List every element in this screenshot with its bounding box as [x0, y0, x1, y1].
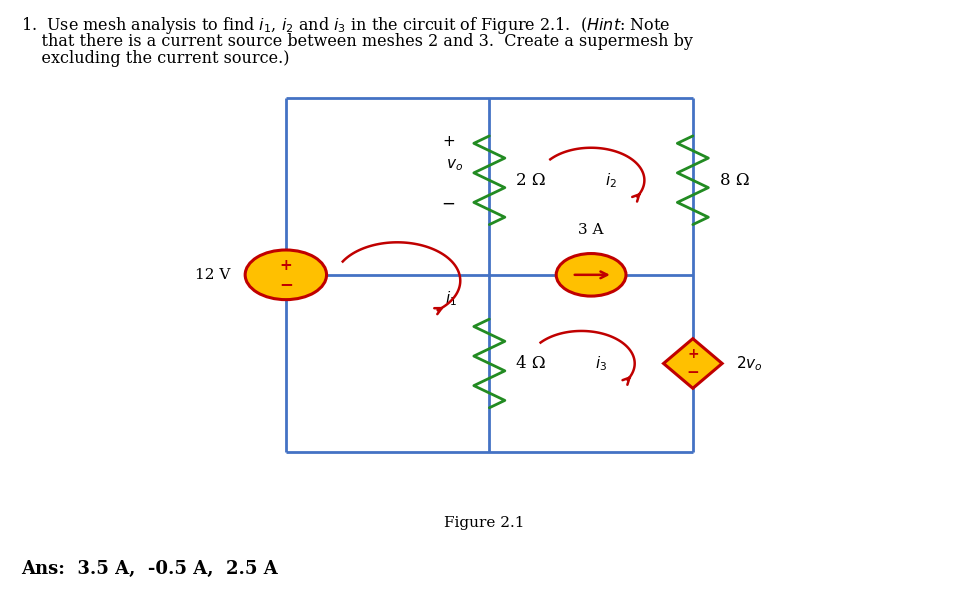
Text: +: + — [687, 347, 699, 361]
Text: 4 Ω: 4 Ω — [516, 355, 547, 372]
Text: +: + — [279, 258, 293, 273]
Text: 3 A: 3 A — [578, 223, 604, 237]
Text: Ans:  3.5 A,  -0.5 A,  2.5 A: Ans: 3.5 A, -0.5 A, 2.5 A — [21, 560, 278, 577]
Text: +: + — [442, 134, 455, 150]
Text: $2v_o$: $2v_o$ — [735, 354, 763, 373]
Polygon shape — [664, 339, 722, 388]
Text: $i_3$: $i_3$ — [595, 354, 607, 373]
Circle shape — [245, 250, 327, 300]
Text: −: − — [442, 195, 455, 213]
Text: Figure 2.1: Figure 2.1 — [444, 516, 525, 530]
Text: $i_1$: $i_1$ — [445, 289, 456, 308]
Text: $v_o$: $v_o$ — [446, 158, 463, 173]
Text: 12 V: 12 V — [195, 268, 231, 282]
Text: −: − — [686, 365, 700, 381]
Text: 8 Ω: 8 Ω — [720, 172, 750, 189]
Text: that there is a current source between meshes 2 and 3.  Create a supermesh by: that there is a current source between m… — [21, 33, 693, 50]
Circle shape — [556, 254, 626, 296]
Text: −: − — [279, 275, 293, 293]
Text: excluding the current source.): excluding the current source.) — [21, 50, 290, 67]
Text: 2 Ω: 2 Ω — [516, 172, 547, 189]
Text: $i_2$: $i_2$ — [605, 171, 616, 190]
Text: 1.  Use mesh analysis to find $i_1$, $i_2$ and $i_3$ in the circuit of Figure 2.: 1. Use mesh analysis to find $i_1$, $i_2… — [21, 15, 671, 36]
